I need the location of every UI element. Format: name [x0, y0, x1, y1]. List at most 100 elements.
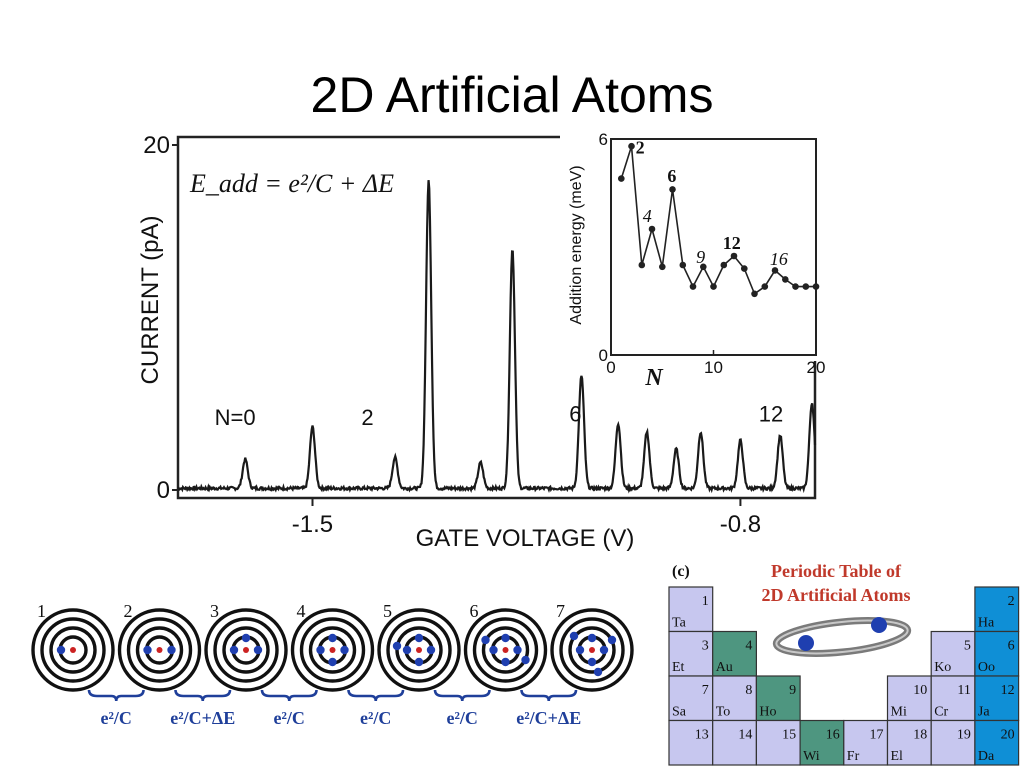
addition-energy-point — [700, 263, 707, 271]
electron — [569, 631, 579, 641]
atom-number-label: 6 — [470, 601, 479, 621]
element-cell-16: 16 Wi — [799, 719, 845, 766]
element-number: 3 — [702, 639, 709, 654]
element-cell-background — [799, 719, 845, 766]
element-cell-10: 10 Mi — [886, 675, 932, 722]
magic-number-label: 16 — [770, 249, 788, 269]
element-symbol: Cr — [934, 705, 948, 720]
electron — [489, 645, 498, 655]
shell-filling-diagram: 1 2 3 4 5 6 7 e²/C e²/C+ΔE e²/C e²/C e²/C e²/C+ΔE — [31, 601, 634, 728]
element-number: 10 — [913, 683, 927, 698]
addition-energy-point — [618, 175, 625, 182]
element-cell-7: 7 Sa — [668, 675, 714, 722]
inset-plot-annotations: 2 64 9 12 16 — [636, 137, 788, 269]
electron-number-label: 2 — [361, 405, 373, 430]
element-number: 7 — [702, 683, 709, 698]
artificial-atom-2: 2 — [117, 601, 202, 692]
x-tick-label: -1.5 — [292, 511, 333, 538]
electron — [521, 655, 530, 665]
nucleus — [329, 647, 336, 653]
element-cell-background — [974, 630, 1020, 677]
element-symbol: Au — [716, 660, 733, 675]
energy-brace — [174, 689, 232, 702]
electron — [328, 657, 337, 667]
element-cell-background — [668, 719, 714, 766]
electron — [241, 633, 251, 643]
element-cell-11: 11 Cr — [930, 675, 976, 722]
inset-y-axis-label: Addition energy (meV) — [568, 165, 585, 324]
energy-brace-label: e²/C+ΔE — [170, 708, 235, 728]
artificial-atom-6: 6 — [463, 601, 548, 692]
electron — [167, 645, 176, 655]
element-symbol: Wi — [803, 749, 820, 764]
nucleus — [416, 647, 422, 653]
energy-brace — [260, 689, 318, 702]
atom-number-label: 1 — [37, 601, 46, 621]
shell-ring — [377, 608, 461, 692]
main-plot-data — [177, 180, 817, 494]
magic-number-label: 2 — [636, 137, 645, 157]
addition-energy-point — [751, 290, 758, 298]
addition-energy-equation: E_add = e²/C + ΔE — [189, 169, 394, 198]
inset-axis-ticks: 0 10 20 0 6 — [599, 130, 826, 377]
element-symbol: Ho — [759, 705, 776, 720]
inset-x-tick-label: 20 — [807, 358, 826, 377]
element-symbol: Ko — [934, 660, 951, 675]
orbit-illustration — [772, 617, 912, 657]
element-symbol: El — [891, 749, 904, 764]
element-symbol: Ja — [978, 705, 990, 720]
shell-ring — [386, 617, 452, 683]
inset-plot-data — [618, 142, 820, 298]
energy-brace — [87, 689, 145, 702]
shell-ring — [463, 608, 548, 692]
addition-energy-point — [638, 261, 646, 269]
inset-y-tick-label: 6 — [599, 130, 608, 149]
electron — [593, 667, 603, 677]
artificial-atom-4: 4 — [290, 601, 375, 692]
element-cell-8: 8 To — [712, 675, 758, 722]
electron — [587, 633, 597, 643]
electron — [414, 633, 424, 643]
element-symbol: Fr — [847, 749, 860, 764]
element-number: 13 — [695, 728, 709, 743]
addition-energy-point — [628, 142, 635, 150]
element-cell-14: 14 — [712, 719, 758, 766]
element-cell-background — [668, 675, 714, 722]
element-cell-background — [886, 675, 932, 722]
addition-energy-point — [761, 283, 769, 290]
electron — [402, 645, 412, 655]
electron-number-label: 6 — [569, 402, 581, 427]
energy-brace-label: e²/C — [360, 708, 391, 728]
element-cell-9: 9 Ho — [755, 675, 801, 722]
shell-ring — [308, 626, 357, 674]
panel-label: (c) — [672, 563, 690, 580]
nucleus — [502, 647, 509, 653]
shell-ring — [472, 617, 539, 683]
main-plot-annotations: N=0 2 6 12 — [215, 402, 784, 430]
element-cell-18: 18 El — [886, 719, 932, 766]
element-symbol: Ha — [978, 616, 995, 631]
addition-energy-point — [669, 186, 676, 193]
element-cell-background — [886, 719, 932, 766]
element-symbol: Sa — [672, 705, 687, 720]
element-number: 9 — [789, 683, 796, 698]
element-cell-19: 19 — [930, 719, 976, 766]
shell-ring — [31, 608, 115, 692]
element-symbol: Et — [672, 660, 685, 675]
addition-energy-point — [679, 261, 687, 269]
atom-number-label: 4 — [297, 601, 306, 621]
element-symbol: To — [716, 705, 731, 720]
addition-energy-point — [720, 261, 728, 269]
element-number: 11 — [957, 683, 970, 698]
element-symbol: Ta — [672, 616, 687, 631]
shell-ring — [204, 608, 288, 692]
element-number: 5 — [964, 639, 971, 654]
element-number: 17 — [870, 728, 884, 743]
electron — [599, 645, 609, 655]
electron — [340, 645, 349, 655]
electron-number-label: 12 — [759, 402, 783, 427]
x-tick-label: -0.8 — [720, 511, 761, 538]
electron — [56, 645, 66, 655]
